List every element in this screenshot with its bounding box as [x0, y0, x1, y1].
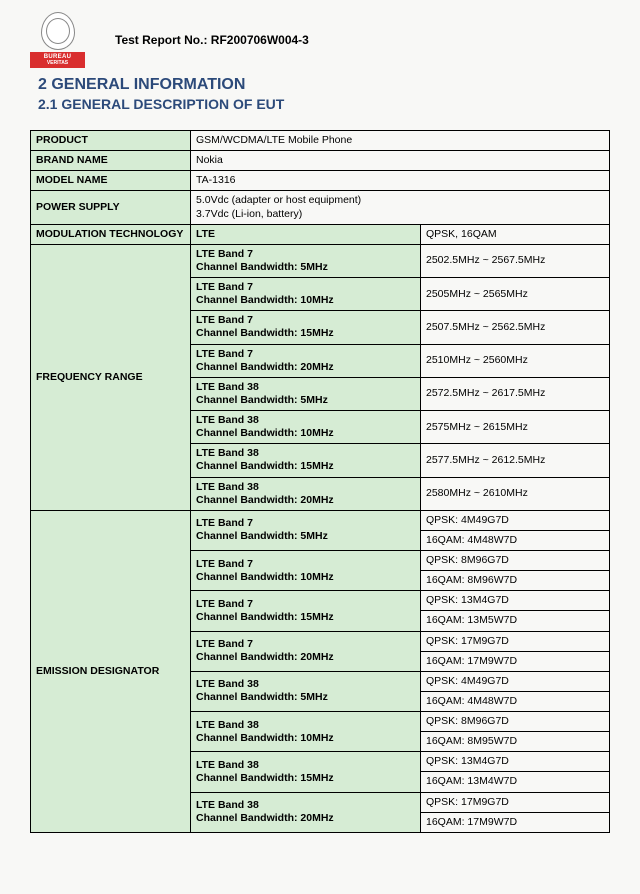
table-row: FREQUENCY RANGELTE Band 7Channel Bandwid… [31, 244, 610, 277]
table-cell: LTE Band 7Channel Bandwidth: 10MHz [191, 551, 421, 591]
table-cell: LTE Band 7Channel Bandwidth: 10MHz [191, 278, 421, 311]
table-cell: 2502.5MHz ~ 2567.5MHz [421, 244, 610, 277]
table-cell: LTE Band 7Channel Bandwidth: 20MHz [191, 344, 421, 377]
table-cell: 16QAM: 17M9W7D [421, 651, 610, 671]
table-cell: QPSK: 13M4G7D [421, 591, 610, 611]
table-cell: 2507.5MHz ~ 2562.5MHz [421, 311, 610, 344]
table-cell: QPSK: 4M49G7D [421, 510, 610, 530]
table-cell: BRAND NAME [31, 151, 191, 171]
table-cell: 16QAM: 13M5W7D [421, 611, 610, 631]
table-cell: LTE Band 7Channel Bandwidth: 5MHz [191, 244, 421, 277]
table-cell: 16QAM: 8M95W7D [421, 732, 610, 752]
table-cell: LTE Band 38Channel Bandwidth: 5MHz [191, 671, 421, 711]
report-label: Test Report No.: [115, 33, 207, 47]
table-row: EMISSION DESIGNATORLTE Band 7Channel Ban… [31, 510, 610, 530]
table-cell: PRODUCT [31, 131, 191, 151]
table-row: BRAND NAMENokia [31, 151, 610, 171]
logo-text: BUREAU VERITAS [30, 52, 85, 68]
table-cell: 16QAM: 17M9W7D [421, 812, 610, 832]
table-cell: 16QAM: 13M4W7D [421, 772, 610, 792]
report-number: Test Report No.: RF200706W004-3 [115, 33, 309, 47]
table-cell: MODEL NAME [31, 171, 191, 191]
table-cell: 16QAM: 8M96W7D [421, 571, 610, 591]
table-cell: LTE Band 38Channel Bandwidth: 15MHz [191, 444, 421, 477]
table-cell: LTE Band 38Channel Bandwidth: 5MHz [191, 377, 421, 410]
table-cell: POWER SUPPLY [31, 191, 191, 224]
logo-emblem-icon [41, 12, 75, 50]
table-cell: 5.0Vdc (adapter or host equipment)3.7Vdc… [191, 191, 610, 224]
table-cell: QPSK, 16QAM [421, 224, 610, 244]
table-cell: 2580MHz ~ 2610MHz [421, 477, 610, 510]
table-cell: 16QAM: 4M48W7D [421, 530, 610, 550]
table-cell: GSM/WCDMA/LTE Mobile Phone [191, 131, 610, 151]
logo-text-bottom: VERITAS [31, 61, 84, 67]
subsection-title: 2.1 GENERAL DESCRIPTION OF EUT [38, 96, 610, 112]
report-value: RF200706W004-3 [211, 33, 309, 47]
table-cell: QPSK: 8M96G7D [421, 551, 610, 571]
eut-description-table: PRODUCTGSM/WCDMA/LTE Mobile PhoneBRAND N… [30, 130, 610, 833]
table-cell: LTE Band 38Channel Bandwidth: 10MHz [191, 411, 421, 444]
table-cell: QPSK: 4M49G7D [421, 671, 610, 691]
table-cell: LTE Band 38Channel Bandwidth: 20MHz [191, 792, 421, 832]
table-cell: EMISSION DESIGNATOR [31, 510, 191, 832]
table-cell: FREQUENCY RANGE [31, 244, 191, 510]
table-row: POWER SUPPLY5.0Vdc (adapter or host equi… [31, 191, 610, 224]
section-title: 2 GENERAL INFORMATION [38, 76, 610, 94]
table-row: PRODUCTGSM/WCDMA/LTE Mobile Phone [31, 131, 610, 151]
table-cell: 2510MHz ~ 2560MHz [421, 344, 610, 377]
table-cell: 16QAM: 4M48W7D [421, 691, 610, 711]
table-cell: TA-1316 [191, 171, 610, 191]
table-cell: 2505MHz ~ 2565MHz [421, 278, 610, 311]
document-header: BUREAU VERITAS Test Report No.: RF200706… [30, 12, 610, 68]
table-cell: LTE Band 7Channel Bandwidth: 15MHz [191, 311, 421, 344]
table-cell: LTE [191, 224, 421, 244]
table-cell: QPSK: 17M9G7D [421, 631, 610, 651]
table-cell: Nokia [191, 151, 610, 171]
bureau-veritas-logo: BUREAU VERITAS [30, 12, 85, 68]
table-cell: 2575MHz ~ 2615MHz [421, 411, 610, 444]
table-cell: LTE Band 7Channel Bandwidth: 20MHz [191, 631, 421, 671]
table-cell: MODULATION TECHNOLOGY [31, 224, 191, 244]
table-cell: LTE Band 38Channel Bandwidth: 20MHz [191, 477, 421, 510]
table-cell: QPSK: 13M4G7D [421, 752, 610, 772]
table-cell: LTE Band 38Channel Bandwidth: 15MHz [191, 752, 421, 792]
table-cell: LTE Band 7Channel Bandwidth: 15MHz [191, 591, 421, 631]
table-cell: QPSK: 17M9G7D [421, 792, 610, 812]
table-row: MODULATION TECHNOLOGYLTEQPSK, 16QAM [31, 224, 610, 244]
table-cell: 2572.5MHz ~ 2617.5MHz [421, 377, 610, 410]
table-cell: LTE Band 7Channel Bandwidth: 5MHz [191, 510, 421, 550]
table-row: MODEL NAMETA-1316 [31, 171, 610, 191]
table-cell: LTE Band 38Channel Bandwidth: 10MHz [191, 712, 421, 752]
table-cell: QPSK: 8M96G7D [421, 712, 610, 732]
table-cell: 2577.5MHz ~ 2612.5MHz [421, 444, 610, 477]
